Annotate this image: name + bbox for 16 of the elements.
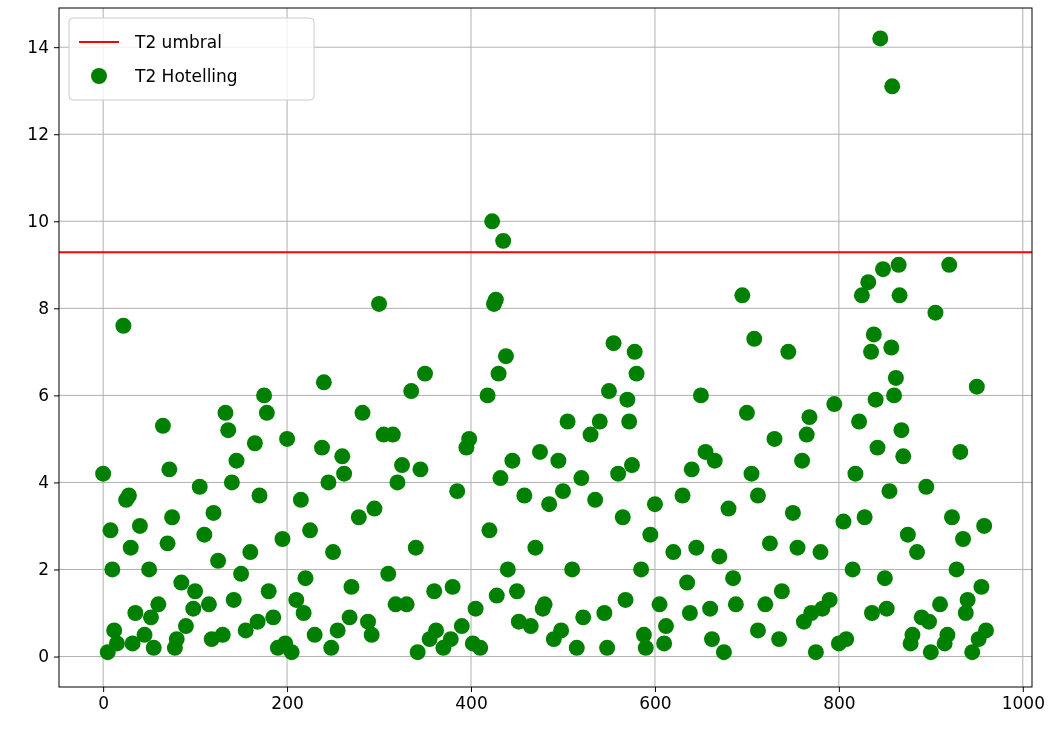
x-tick-label: 600: [639, 693, 672, 714]
y-tick-label: 6: [38, 385, 49, 406]
y-tick-label: 2: [38, 559, 49, 580]
y-tick-label: 10: [27, 211, 49, 232]
y-tick-label: 8: [38, 298, 49, 319]
x-tick-label: 200: [271, 693, 304, 714]
y-tick-label: 4: [38, 472, 49, 493]
legend-label: T2 Hotelling: [134, 65, 238, 86]
legend-label: T2 umbral: [134, 31, 222, 52]
y-tick-label: 14: [27, 37, 49, 58]
y-tick-label: 12: [27, 124, 49, 145]
x-tick-label: 0: [98, 693, 110, 714]
x-tick-label: 400: [455, 693, 488, 714]
x-tick-label: 800: [823, 693, 856, 714]
y-tick-label: 0: [38, 646, 49, 667]
x-tick-label: 1000: [1001, 693, 1045, 714]
